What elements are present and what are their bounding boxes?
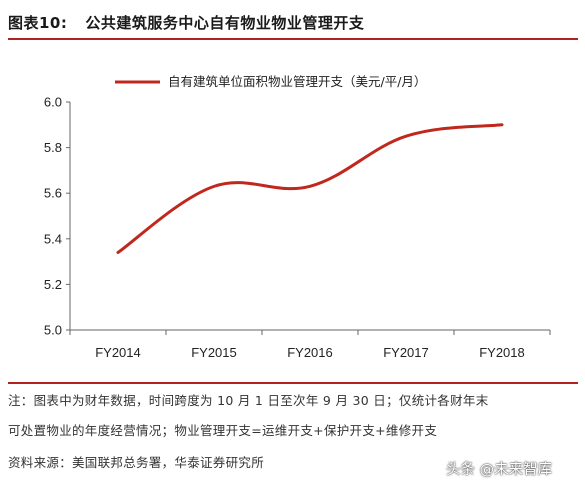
source-note: 资料来源：美国联邦总务署，华泰证券研究所: [8, 455, 265, 470]
chart-series: [116, 123, 504, 254]
y-tick-label: 5.2: [44, 277, 62, 292]
x-tick-label: FY2014: [95, 345, 141, 360]
figure-title: 图表10: 公共建筑服务中心自有物业物业管理开支: [8, 12, 364, 33]
figure-number: 图表10:: [8, 14, 68, 32]
x-tick-label: FY2015: [191, 345, 237, 360]
notes-divider: [8, 382, 578, 384]
y-tick-label: 5.6: [44, 186, 62, 201]
chart-legend: 自有建筑单位面积物业管理开支（美元/平/月）: [115, 74, 426, 89]
legend-label: 自有建筑单位面积物业管理开支（美元/平/月）: [168, 74, 426, 89]
note-line-1: 注：图表中为财年数据，时间跨度为 10 月 1 日至次年 9 月 30 日；仅统…: [8, 393, 489, 408]
note-line-2: 可处置物业的年度经营情况；物业管理开支=运维开支+保护开支+维修开支: [8, 423, 438, 438]
x-axis-ticks: FY2014 FY2015 FY2016 FY2017 FY2018: [69, 330, 551, 360]
y-tick-label: 5.0: [44, 323, 62, 338]
x-tick-label: FY2017: [383, 345, 429, 360]
figure-title-text: 公共建筑服务中心自有物业物业管理开支: [85, 14, 365, 32]
y-tick-label: 5.4: [44, 231, 62, 246]
chart-axes: [69, 102, 550, 331]
x-tick-label: FY2018: [479, 345, 525, 360]
series-line: [116, 123, 504, 254]
y-tick-label: 5.8: [44, 140, 62, 155]
line-chart: 自有建筑单位面积物业管理开支（美元/平/月） 5.0 5.2 5.4 5.6 5.8 6.…: [44, 74, 551, 360]
y-axis-ticks: 5.0 5.2 5.4 5.6 5.8 6.0: [44, 95, 70, 338]
title-divider: [8, 38, 578, 40]
y-tick-label: 6.0: [44, 95, 62, 110]
watermark: 头条 @未来智库: [446, 462, 553, 478]
x-tick-label: FY2016: [287, 345, 333, 360]
